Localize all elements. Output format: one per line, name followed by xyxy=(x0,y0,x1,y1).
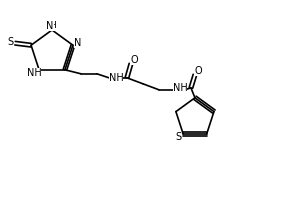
Text: NH: NH xyxy=(172,83,187,93)
Text: S: S xyxy=(7,37,13,47)
Text: H: H xyxy=(50,21,56,30)
Text: N: N xyxy=(46,21,54,31)
Text: N: N xyxy=(74,38,82,48)
Text: O: O xyxy=(130,55,138,65)
Text: O: O xyxy=(194,66,202,76)
Text: NH: NH xyxy=(109,73,123,83)
Text: S: S xyxy=(175,132,181,142)
Text: NH: NH xyxy=(27,68,41,78)
